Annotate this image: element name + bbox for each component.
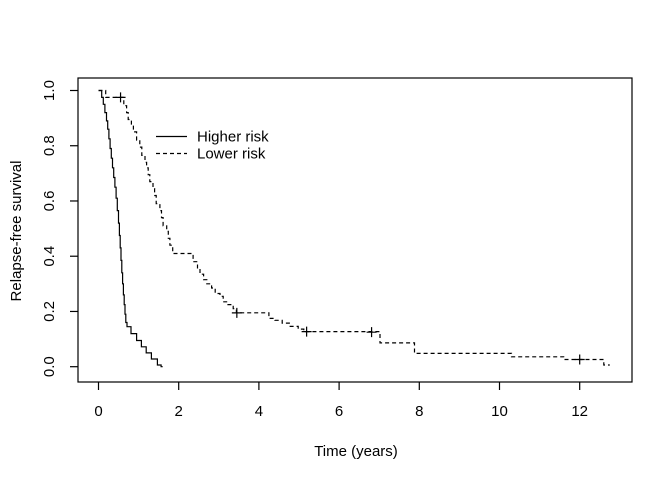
- legend-label-lower-risk: Lower risk: [197, 146, 266, 163]
- axes-layer: 0 2 4 6 8 10 12 0.0 0.2 0.4 0.6 0.8 1.0: [41, 77, 633, 420]
- y-axis-title: Relapse-free survival: [8, 161, 25, 302]
- lower-risk-curve: [98, 89, 610, 366]
- censor-mark-icon: [301, 326, 312, 337]
- y-tick-label: 0.4: [41, 246, 58, 267]
- censor-mark-icon: [231, 307, 242, 318]
- y-tick-label: 0.8: [41, 135, 58, 156]
- y-tick-label: 0.2: [41, 301, 58, 322]
- x-tick-label: 0: [94, 403, 102, 420]
- curves-layer: [98, 89, 610, 368]
- x-tick-label: 2: [175, 403, 183, 420]
- y-tick-label: 1.0: [41, 80, 58, 101]
- censor-mark-icon: [366, 327, 377, 338]
- x-tick-label: 6: [335, 403, 343, 420]
- higher-risk-curve: [98, 89, 163, 368]
- censor-mark-icon: [574, 354, 585, 365]
- plot-box: [77, 77, 633, 383]
- x-tick-label: 8: [415, 403, 423, 420]
- legend: Higher risk Lower risk: [156, 129, 269, 163]
- x-tick-label: 4: [255, 403, 263, 420]
- x-tick-label: 10: [491, 403, 508, 420]
- y-tick-label: 0.0: [41, 356, 58, 377]
- x-tick-label: 12: [571, 403, 588, 420]
- censor-mark-icon: [115, 92, 126, 103]
- y-tick-label: 0.6: [41, 191, 58, 212]
- legend-label-higher-risk: Higher risk: [197, 129, 269, 146]
- x-axis-title: Time (years): [314, 443, 398, 460]
